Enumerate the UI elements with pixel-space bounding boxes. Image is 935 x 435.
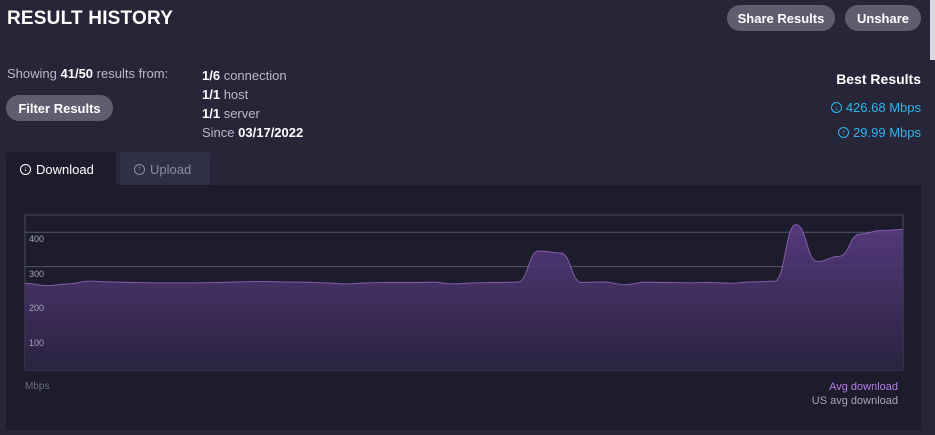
best-upload-value: 29.99 Mbps bbox=[853, 125, 921, 140]
scrollbar[interactable] bbox=[930, 0, 935, 60]
summary-server: 1/1 server bbox=[202, 106, 260, 121]
showing-count-text: Showing 41/50 results from: bbox=[7, 66, 169, 81]
y-tick-label: 300 bbox=[29, 268, 45, 279]
summary-connection: 1/6 connection bbox=[202, 68, 287, 83]
download-history-chart bbox=[24, 214, 904, 371]
y-tick-label: 100 bbox=[29, 337, 45, 348]
best-download-value: 426.68 Mbps bbox=[845, 100, 921, 115]
filter-summary: 1/6 connection 1/1 host 1/1 server Since… bbox=[202, 66, 303, 142]
best-download: ↓ 426.68 Mbps bbox=[830, 100, 921, 115]
legend-avg-download[interactable]: Avg download bbox=[829, 381, 898, 393]
arrow-down-circle-icon: ↓ bbox=[830, 102, 842, 113]
arrow-up-circle-icon: ↑ bbox=[838, 127, 850, 138]
share-results-button[interactable]: Share Results bbox=[727, 5, 835, 31]
chart-panel: 100 200 300 400 Mbps Avg download US avg do… bbox=[6, 185, 921, 430]
summary-since: Since 03/17/2022 bbox=[202, 125, 304, 140]
tab-upload[interactable]: ↑ Upload bbox=[120, 152, 210, 186]
filter-results-button[interactable]: Filter Results bbox=[6, 95, 113, 121]
y-tick-label: 200 bbox=[29, 303, 45, 314]
arrow-down-circle-icon: ↓ bbox=[20, 163, 31, 175]
avg-download-area bbox=[25, 224, 903, 370]
page-title: RESULT HISTORY bbox=[7, 8, 174, 29]
unshare-button[interactable]: Unshare bbox=[845, 5, 921, 31]
tab-download[interactable]: ↓ Download bbox=[6, 152, 116, 186]
y-axis-unit: Mbps bbox=[25, 381, 50, 392]
legend-us-avg-download[interactable]: US avg download bbox=[811, 395, 898, 407]
best-upload: ↑ 29.99 Mbps bbox=[838, 125, 921, 140]
avg-download-line bbox=[24, 224, 904, 287]
best-results-title: Best Results bbox=[836, 71, 921, 87]
summary-host: 1/1 host bbox=[202, 87, 249, 102]
y-tick-label: 400 bbox=[29, 234, 45, 245]
showing-count: 41/50 bbox=[60, 66, 94, 81]
arrow-up-circle-icon: ↑ bbox=[134, 163, 145, 175]
